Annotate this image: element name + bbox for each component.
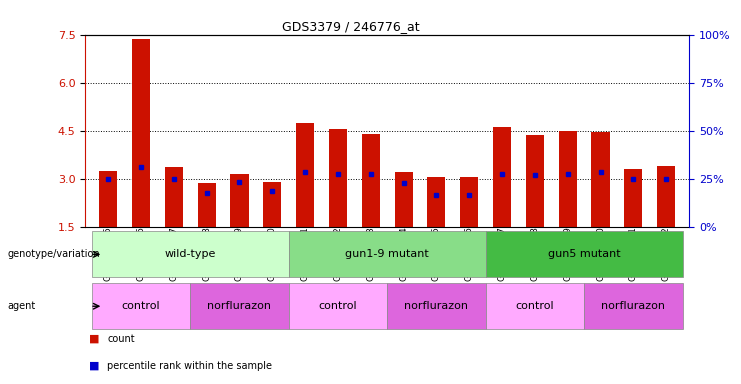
Text: control: control xyxy=(319,301,357,311)
Text: GSM323087: GSM323087 xyxy=(497,227,507,281)
Text: GSM323088: GSM323088 xyxy=(531,227,539,281)
Text: wild-type: wild-type xyxy=(165,249,216,260)
Text: GSM323083: GSM323083 xyxy=(366,227,375,281)
Bar xyxy=(584,283,682,329)
Bar xyxy=(625,169,642,227)
Bar xyxy=(289,283,388,329)
Text: ■: ■ xyxy=(89,361,99,371)
Text: GSM323078: GSM323078 xyxy=(202,227,211,281)
Bar xyxy=(485,231,682,277)
Bar xyxy=(92,231,289,277)
Text: ■: ■ xyxy=(89,334,99,344)
Title: GDS3379 / 246776_at: GDS3379 / 246776_at xyxy=(282,20,419,33)
Text: GSM323084: GSM323084 xyxy=(399,227,408,281)
Text: control: control xyxy=(122,301,160,311)
Bar xyxy=(230,174,248,227)
Text: norflurazon: norflurazon xyxy=(602,301,665,311)
Text: GSM323082: GSM323082 xyxy=(333,227,342,281)
Bar xyxy=(190,283,289,329)
Text: gun1-9 mutant: gun1-9 mutant xyxy=(345,249,429,260)
Text: count: count xyxy=(107,334,135,344)
Text: GSM323092: GSM323092 xyxy=(662,227,671,281)
Bar xyxy=(657,166,675,227)
Bar xyxy=(526,136,544,227)
Text: percentile rank within the sample: percentile rank within the sample xyxy=(107,361,273,371)
Text: GSM323079: GSM323079 xyxy=(235,227,244,281)
Bar xyxy=(493,127,511,227)
Bar xyxy=(591,132,610,227)
Bar xyxy=(92,283,190,329)
Bar xyxy=(559,131,576,227)
Bar xyxy=(165,167,183,227)
Bar xyxy=(198,184,216,227)
Bar xyxy=(263,182,282,227)
Text: gun5 mutant: gun5 mutant xyxy=(548,249,620,260)
Text: GSM323080: GSM323080 xyxy=(268,227,277,281)
Bar xyxy=(428,177,445,227)
Bar xyxy=(362,134,380,227)
Bar xyxy=(485,283,584,329)
Bar xyxy=(460,177,478,227)
Text: agent: agent xyxy=(7,301,36,311)
Bar xyxy=(329,129,347,227)
Bar xyxy=(289,231,485,277)
Text: GSM323090: GSM323090 xyxy=(596,227,605,281)
Bar xyxy=(296,122,314,227)
Text: GSM323075: GSM323075 xyxy=(104,227,113,281)
Text: GSM323076: GSM323076 xyxy=(136,227,145,281)
Text: GSM323089: GSM323089 xyxy=(563,227,572,281)
Bar xyxy=(394,172,413,227)
Text: GSM323086: GSM323086 xyxy=(465,227,473,281)
Text: norflurazon: norflurazon xyxy=(207,301,271,311)
Text: control: control xyxy=(516,301,554,311)
Bar xyxy=(388,283,485,329)
Bar xyxy=(99,170,117,227)
Bar xyxy=(132,40,150,227)
Text: norflurazon: norflurazon xyxy=(405,301,468,311)
Text: genotype/variation: genotype/variation xyxy=(7,249,100,260)
Text: GSM323077: GSM323077 xyxy=(170,227,179,281)
Text: GSM323091: GSM323091 xyxy=(629,227,638,281)
Text: GSM323085: GSM323085 xyxy=(432,227,441,281)
Text: GSM323081: GSM323081 xyxy=(301,227,310,281)
